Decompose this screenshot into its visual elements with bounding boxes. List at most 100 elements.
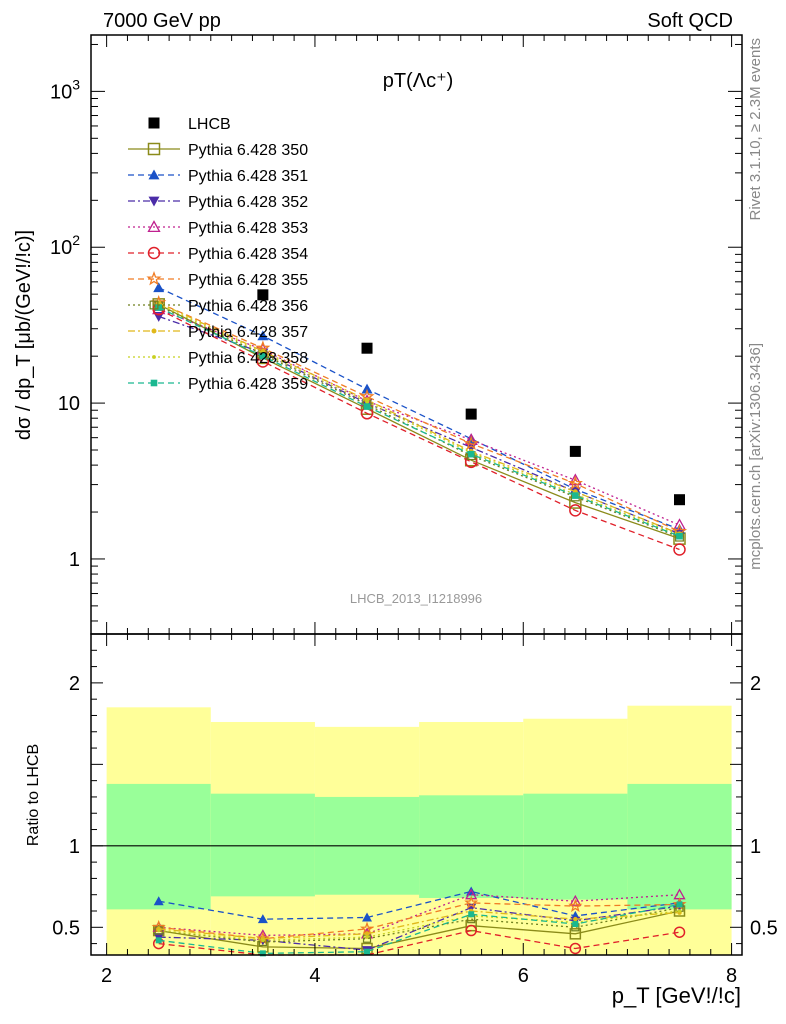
marker xyxy=(257,914,268,924)
y-tick-label-right: 0.5 xyxy=(750,917,778,939)
band-inner xyxy=(523,793,628,900)
marker xyxy=(464,895,479,909)
legend-label: Pythia 6.428 352 xyxy=(188,194,308,211)
marker xyxy=(155,937,162,944)
marker xyxy=(572,921,579,928)
legend-item: Pythia 6.428 353 xyxy=(128,220,308,237)
marker xyxy=(155,304,163,311)
marker xyxy=(146,271,162,286)
series-line xyxy=(158,303,680,536)
marker xyxy=(467,450,475,458)
marker xyxy=(149,300,159,310)
marker xyxy=(464,433,478,446)
y-tick-label-right: 2 xyxy=(750,673,761,695)
band-inner xyxy=(419,795,524,898)
legend-item: Pythia 6.428 355 xyxy=(128,271,308,289)
marker xyxy=(147,246,161,260)
y-tick-label: 10 xyxy=(58,393,80,415)
ratio-line xyxy=(158,902,680,940)
band-inner xyxy=(210,793,315,897)
legend-label: Pythia 6.428 353 xyxy=(188,220,308,237)
series-pythia-6-428-351 xyxy=(153,282,686,534)
marker xyxy=(567,475,583,491)
lower-bands xyxy=(91,705,742,955)
marker xyxy=(677,909,682,913)
series-line xyxy=(158,302,680,533)
legend-label: Pythia 6.428 358 xyxy=(188,350,308,367)
x-tick-label: 6 xyxy=(518,965,529,987)
watermark: LHCB_2013_I1218996 xyxy=(350,591,482,606)
legend-item: Pythia 6.428 357 xyxy=(128,324,308,341)
marker xyxy=(569,942,582,955)
legend-item: Pythia 6.428 356 xyxy=(128,298,308,315)
y-tick-label-right: 1 xyxy=(750,836,761,858)
x-tick-label: 8 xyxy=(726,965,737,987)
side-text-top: Rivet 3.1.10, ≥ 2.3M events xyxy=(747,38,764,221)
legend-label: Pythia 6.428 354 xyxy=(188,246,308,263)
legend-item: LHCB xyxy=(148,116,231,133)
ratio-line xyxy=(158,903,680,955)
lower-ylabel-text: Ratio to LHCB xyxy=(25,744,42,846)
legend-label: Pythia 6.428 350 xyxy=(188,142,308,159)
series-line xyxy=(158,307,680,537)
marker xyxy=(568,898,583,913)
marker xyxy=(568,473,582,486)
ratio-pythia-6-428-354 xyxy=(152,924,686,956)
marker xyxy=(363,403,371,410)
marker xyxy=(364,931,370,937)
series-pythia-6-428-354 xyxy=(152,303,686,556)
x-tick-label: 2 xyxy=(101,965,112,987)
marker xyxy=(674,494,686,506)
side-text-bottom: mcplots.cern.ch [arXiv:1306.3436] xyxy=(747,343,764,570)
marker xyxy=(156,928,161,933)
marker xyxy=(364,948,371,955)
marker xyxy=(673,543,686,556)
marker xyxy=(468,911,475,918)
marker xyxy=(147,220,161,233)
ratio-line xyxy=(158,894,680,937)
marker xyxy=(465,924,477,937)
marker xyxy=(673,926,686,938)
x-tick-label: 4 xyxy=(309,965,320,987)
marker xyxy=(365,935,369,939)
upper-ylabel: dσ / dp_T [μb/(GeV!/!c)] xyxy=(13,230,35,440)
ratio-line xyxy=(158,907,680,943)
y-tick-label-exp: 3 xyxy=(72,76,80,92)
series-line xyxy=(158,287,680,530)
marker xyxy=(465,408,477,420)
y-tick-label: 2 xyxy=(69,673,80,695)
marker xyxy=(569,894,582,906)
header-left: 7000 GeV pp xyxy=(103,10,221,32)
legend-item: Pythia 6.428 351 xyxy=(128,168,308,185)
ratio-line xyxy=(158,910,680,950)
marker xyxy=(573,916,578,922)
band-inner xyxy=(106,783,211,910)
legend-item: Pythia 6.428 350 xyxy=(128,142,308,159)
legend-item: Pythia 6.428 358 xyxy=(128,350,308,367)
series-line xyxy=(158,305,680,538)
legend-label: LHCB xyxy=(188,116,231,133)
y-tick-label: 1 xyxy=(69,836,80,858)
series-line xyxy=(158,308,680,551)
marker xyxy=(361,383,373,394)
header-right: Soft QCD xyxy=(647,10,733,32)
marker xyxy=(257,289,269,301)
marker xyxy=(365,399,369,404)
upper-ylabel-text: dσ / dp_T [μb/(GeV!/!c)] xyxy=(13,230,35,440)
marker xyxy=(257,330,269,341)
marker xyxy=(153,896,164,906)
y-tick-label: 103 xyxy=(50,76,80,103)
marker xyxy=(261,938,265,943)
marker xyxy=(148,117,160,129)
legend-label: Pythia 6.428 357 xyxy=(188,324,308,341)
y-tick-label-base: 10 xyxy=(50,237,72,259)
marker xyxy=(359,921,375,935)
lower-axes: 2 4 6 8 0.5 0.5 1 1 2 2 xyxy=(52,634,778,987)
marker xyxy=(148,169,160,180)
ratio-pythia-6-428-359 xyxy=(155,901,683,957)
marker xyxy=(676,532,683,540)
y-tick-label: 0.5 xyxy=(52,917,80,939)
